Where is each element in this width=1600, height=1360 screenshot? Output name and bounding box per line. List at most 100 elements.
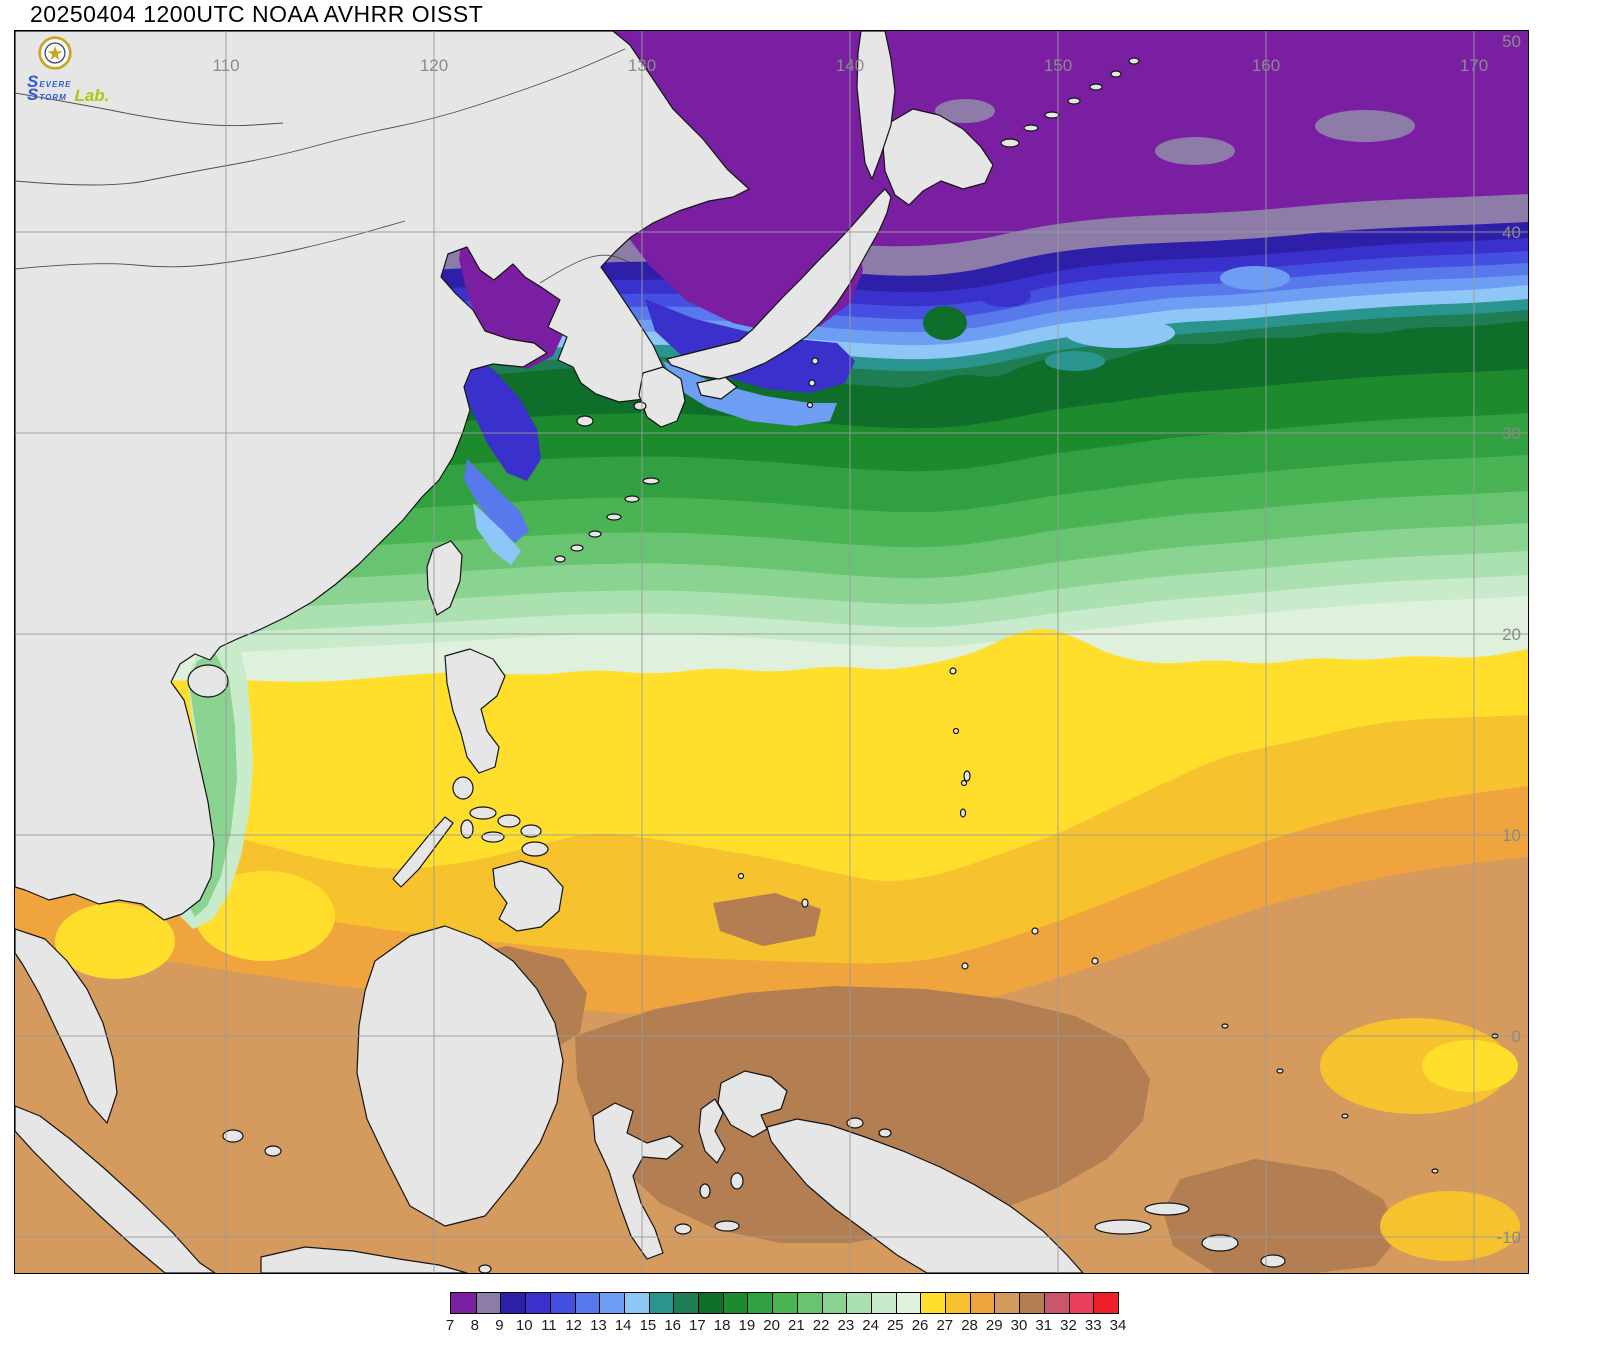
lon-label: 160: [1252, 56, 1280, 75]
island: [520, 824, 542, 838]
graticule-layer: [15, 31, 1528, 1273]
island: [811, 357, 819, 365]
country-border: [539, 254, 632, 284]
lat-label: 30: [1502, 424, 1521, 443]
lon-label: 110: [212, 56, 239, 75]
sst-warm-patch: [55, 903, 175, 979]
colorbar-cell: [1043, 1293, 1069, 1313]
island: [521, 841, 549, 857]
island: [1044, 111, 1060, 119]
island: [1031, 927, 1039, 935]
island: [952, 727, 960, 735]
colorbar-cell: [1019, 1293, 1044, 1313]
colorbar-cell: [673, 1293, 699, 1313]
sst-eddy: [1065, 318, 1175, 348]
sst-warm-patch: [195, 871, 335, 961]
sea-overlay: [473, 503, 521, 565]
colorbar-cell: [475, 1293, 501, 1313]
colorbar-tick-label: 29: [985, 1317, 1003, 1334]
island: [624, 495, 640, 503]
landmass: [492, 860, 564, 932]
colorbar-cell: [722, 1293, 748, 1313]
island: [674, 1223, 692, 1235]
colorbar-tick-label: 11: [541, 1317, 557, 1334]
colorbar-cell: [945, 1293, 970, 1313]
colorbar-cell: [796, 1293, 822, 1313]
island: [642, 477, 660, 485]
sst-eddy: [923, 306, 967, 340]
lon-label: 120: [420, 56, 448, 75]
colorbar-tick-label: 33: [1084, 1317, 1102, 1334]
lon-label: 140: [836, 56, 864, 75]
island: [460, 819, 474, 839]
landmass: [444, 648, 506, 774]
island: [1023, 124, 1039, 132]
colorbar-tick-label: 26: [911, 1317, 929, 1334]
island: [469, 806, 497, 820]
colorbar-tick-label: 10: [515, 1317, 533, 1334]
colorbar-cell: [549, 1293, 575, 1313]
colorbar-tick-label: 30: [1010, 1317, 1028, 1334]
sst-eddy: [979, 285, 1031, 307]
geo-label-layer: 110 120 130 140 150 160 170 50 40 30 20 10 0 -10: [212, 32, 1521, 1247]
colorbar-cell: [599, 1293, 624, 1313]
island: [554, 555, 566, 563]
lon-label: 150: [1044, 56, 1072, 75]
colorbar-cell: [920, 1293, 946, 1313]
island: [1110, 70, 1122, 78]
page-title: 20250404 1200UTC NOAA AVHRR OISST: [30, 1, 484, 27]
sea-overlay: [663, 361, 837, 426]
colorbar-tick-label: 8: [470, 1317, 479, 1334]
lat-label: -10: [1496, 1228, 1521, 1247]
colorbar-cell: [574, 1293, 600, 1313]
island: [801, 898, 809, 908]
colorbar: 7 8 9 10 11 12 13 14 15 16 17 18 19 20 21 22 23 24 25 26 27 2…: [446, 1292, 1126, 1337]
island: [960, 779, 968, 787]
landmass: [15, 928, 118, 1124]
colorbar-tick-label: 34: [1109, 1317, 1127, 1334]
colorbar-cell: [451, 1293, 476, 1313]
sst-field-svg: 110 120 130 140 150 160 170 50 40 30 20 10 0 -10: [15, 31, 1528, 1273]
colorbar-cell: [895, 1293, 921, 1313]
island: [1201, 1234, 1239, 1252]
island: [699, 1183, 711, 1199]
colorbar-cell: [821, 1293, 847, 1313]
lab-emblem-icon: [37, 35, 73, 76]
island: [1089, 83, 1103, 91]
colorbar-labels: 7 8 9 10 11 12 13 14 15 16 17 18 19 20 21 22 23 24 25 26 27 2…: [446, 1317, 1126, 1337]
island: [1067, 97, 1081, 105]
colorbar-tick-label: 21: [788, 1317, 805, 1334]
colorbar-tick-label: 7: [445, 1317, 455, 1334]
colorbar-tick-label: 19: [738, 1317, 756, 1334]
country-border: [15, 48, 626, 186]
lat-label: 0: [1512, 1027, 1521, 1046]
sst-eddy: [900, 390, 990, 422]
island: [633, 401, 647, 411]
colorbar-tick-label: 14: [614, 1317, 632, 1334]
island: [737, 872, 745, 880]
lat-label: 40: [1502, 223, 1521, 242]
island: [1144, 1202, 1190, 1216]
island: [949, 667, 957, 675]
sst-eddy: [1220, 266, 1290, 290]
island: [264, 1145, 282, 1157]
landmass: [717, 1070, 788, 1138]
sst-warm-patch: [1380, 1191, 1520, 1261]
island: [478, 1264, 492, 1273]
colorbar-cell: [747, 1293, 773, 1313]
lab-logo: SEVERE STORM Lab.: [27, 35, 109, 104]
lat-label: 50: [1502, 32, 1521, 51]
colorbar-cell: [698, 1293, 723, 1313]
sst-eddy: [1045, 351, 1105, 371]
landmass: [15, 31, 750, 921]
island: [961, 962, 969, 970]
colorbar-cell: [994, 1293, 1020, 1313]
sst-warm-patch: [713, 893, 821, 946]
island: [452, 776, 474, 800]
island: [570, 544, 584, 552]
colorbar-cells: [450, 1292, 1119, 1314]
colorbar-tick-label: 32: [1060, 1317, 1077, 1334]
island: [1276, 1068, 1284, 1074]
colorbar-cell: [525, 1293, 550, 1313]
